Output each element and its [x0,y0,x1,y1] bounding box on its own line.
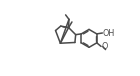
Text: OH: OH [103,28,115,37]
Text: O: O [101,42,108,51]
